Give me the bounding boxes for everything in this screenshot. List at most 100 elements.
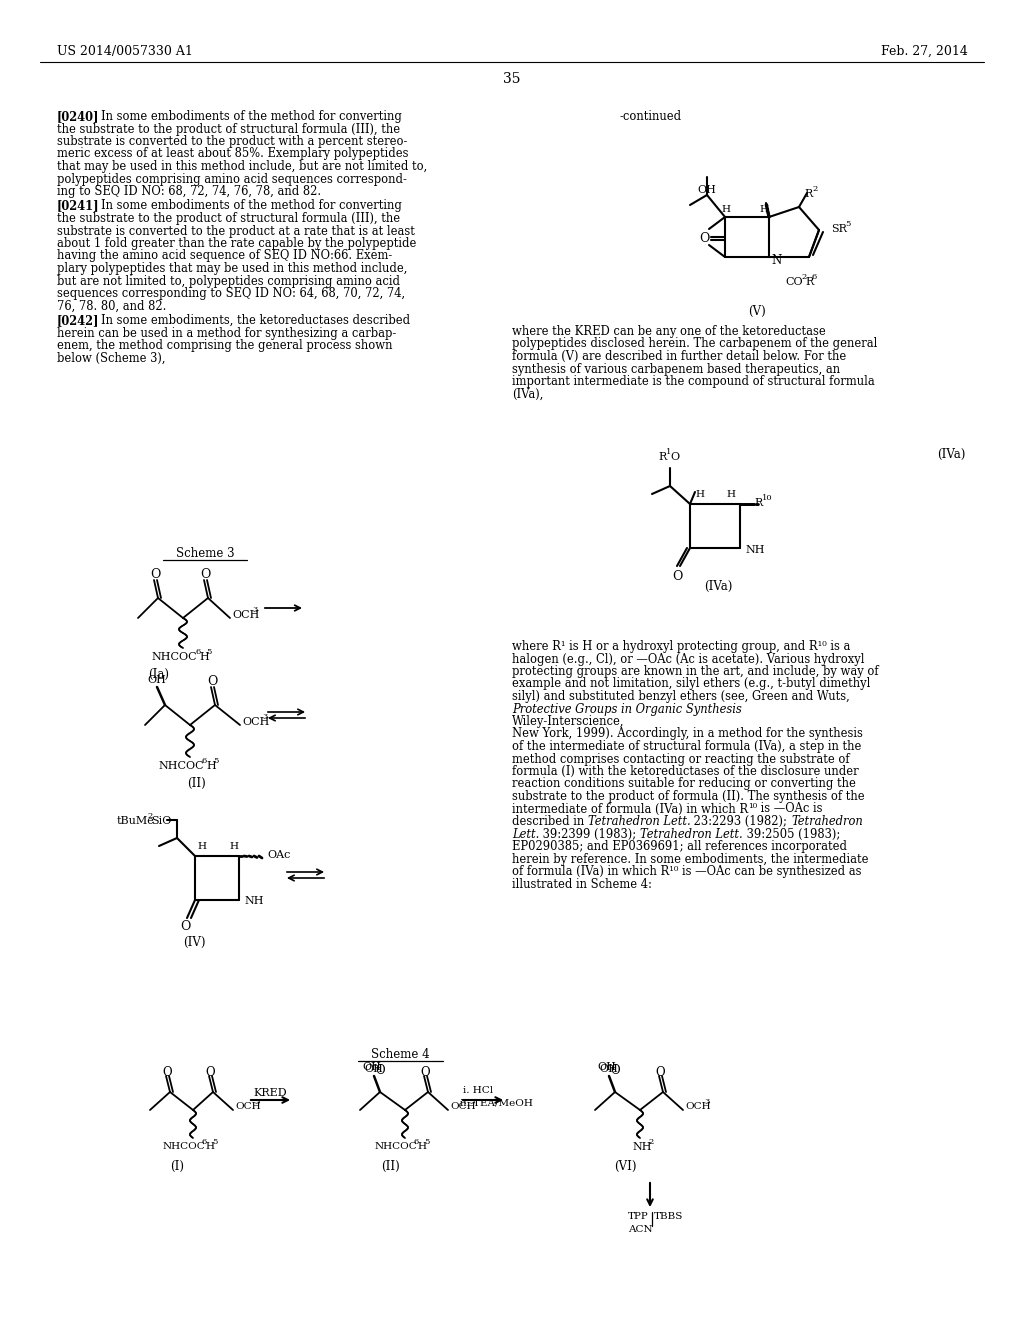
Text: described in: described in [512,814,588,828]
Text: having the amino acid sequence of SEQ ID NO:66. Exem-: having the amino acid sequence of SEQ ID… [57,249,392,263]
Text: example and not limitation, silyl ethers (e.g., t-butyl dimethyl: example and not limitation, silyl ethers… [512,677,870,690]
Text: NH: NH [745,545,765,554]
Text: NH: NH [632,1142,651,1152]
Text: New York, 1999). Accordingly, in a method for the synthesis: New York, 1999). Accordingly, in a metho… [512,727,863,741]
Text: synthesis of various carbapenem based therapeutics, an: synthesis of various carbapenem based th… [512,363,840,375]
Text: Tetrahedron Lett.: Tetrahedron Lett. [588,814,690,828]
Text: of the intermediate of structural formula (IVa), a step in the: of the intermediate of structural formul… [512,741,861,752]
Text: Tetrahedron Lett.: Tetrahedron Lett. [640,828,742,841]
Text: H: H [197,842,206,851]
Text: 76, 78. 80, and 82.: 76, 78. 80, and 82. [57,300,166,313]
Text: 3: 3 [469,1098,474,1106]
Text: formula (I) with the ketoreductases of the disclosure under: formula (I) with the ketoreductases of t… [512,766,859,777]
Text: NHCOC: NHCOC [163,1142,206,1151]
Text: 5: 5 [206,648,211,656]
Text: OCH: OCH [450,1102,475,1111]
Text: 6: 6 [195,648,201,656]
Text: 6: 6 [812,273,817,281]
Text: plary polypeptides that may be used in this method include,: plary polypeptides that may be used in t… [57,261,408,275]
Text: H: H [695,490,705,499]
Text: In some embodiments of the method for converting: In some embodiments of the method for co… [101,110,401,123]
Text: TPP: TPP [628,1212,649,1221]
Text: 5: 5 [845,220,850,228]
Text: NHCOC: NHCOC [158,762,204,771]
Text: substrate is converted to the product at a rate that is at least: substrate is converted to the product at… [57,224,415,238]
Text: 2: 2 [812,185,817,193]
Text: R: R [804,189,812,199]
Text: ii. TEA/MeOH: ii. TEA/MeOH [460,1098,532,1107]
Text: [0241]: [0241] [57,199,99,213]
Text: O: O [655,1067,665,1078]
Text: (II): (II) [381,1160,399,1173]
Text: H: H [206,762,216,771]
Text: SiO: SiO [151,816,171,826]
Text: substrate to the product of formula (II). The synthesis of the: substrate to the product of formula (II)… [512,789,864,803]
Text: Feb. 27, 2014: Feb. 27, 2014 [881,45,968,58]
Text: protecting groups are known in the art, and include, by way of: protecting groups are known in the art, … [512,665,879,678]
Text: where R¹ is H or a hydroxyl protecting group, and R¹⁰ is a: where R¹ is H or a hydroxyl protecting g… [512,640,850,653]
Text: herein can be used in a method for synthesizing a carbap-: herein can be used in a method for synth… [57,326,396,339]
Text: O: O [699,232,710,246]
Text: OH: OH [597,1063,615,1072]
Text: 6: 6 [202,756,207,766]
Text: 2: 2 [648,1138,653,1146]
Text: OAc: OAc [267,850,291,861]
Text: (Ia): (Ia) [148,668,169,681]
Text: O: O [375,1064,385,1077]
Text: (I): (I) [170,1160,184,1173]
Text: O: O [610,1064,620,1077]
Text: [0240]: [0240] [57,110,99,123]
Text: 2: 2 [147,812,153,820]
Text: 3: 3 [252,606,257,614]
Text: O: O [670,451,679,462]
Text: US 2014/0057330 A1: US 2014/0057330 A1 [57,45,193,58]
Text: O: O [207,675,217,688]
Text: 39:2505 (1983);: 39:2505 (1983); [742,828,840,841]
Text: (IVa),: (IVa), [512,388,544,400]
Text: 3: 3 [262,713,267,721]
Text: that may be used in this method include, but are not limited to,: that may be used in this method include,… [57,160,427,173]
Text: is —OAc is: is —OAc is [758,803,822,816]
Text: R: R [805,277,813,286]
Text: O: O [162,1067,172,1078]
Text: Tetrahedron: Tetrahedron [791,814,863,828]
Text: the substrate to the product of structural formula (III), the: the substrate to the product of structur… [57,123,400,136]
Text: H: H [417,1142,426,1151]
Text: (IV): (IV) [183,936,206,949]
Text: O: O [205,1067,215,1078]
Text: 35: 35 [503,73,521,86]
Text: (VI): (VI) [613,1160,636,1173]
Text: herein by reference. In some embodiments, the intermediate: herein by reference. In some embodiments… [512,853,868,866]
Text: 1: 1 [666,447,672,455]
Text: O: O [420,1067,430,1078]
Text: EP0290385; and EP0369691; all references incorporated: EP0290385; and EP0369691; all references… [512,840,847,853]
Text: R: R [754,498,762,508]
Text: method comprises contacting or reacting the substrate of: method comprises contacting or reacting … [512,752,850,766]
Text: In some embodiments, the ketoreductases described: In some embodiments, the ketoreductases … [101,314,411,327]
Text: Scheme 3: Scheme 3 [176,546,234,560]
Text: ACN: ACN [628,1225,652,1234]
Text: 10: 10 [762,494,773,502]
Text: meric excess of at least about 85%. Exemplary polypeptides: meric excess of at least about 85%. Exem… [57,148,409,161]
Text: reaction conditions suitable for reducing or converting the: reaction conditions suitable for reducin… [512,777,856,791]
Text: intermediate of formula (IVa) in which R: intermediate of formula (IVa) in which R [512,803,749,816]
Text: (V): (V) [749,305,766,318]
Text: OCH: OCH [232,610,259,620]
Text: important intermediate is the compound of structural formula: important intermediate is the compound o… [512,375,874,388]
Text: about 1 fold greater than the rate capable by the polypeptide: about 1 fold greater than the rate capab… [57,238,417,249]
Text: H: H [726,490,735,499]
Text: but are not limited to, polypeptides comprising amino acid: but are not limited to, polypeptides com… [57,275,400,288]
Text: 5: 5 [213,756,218,766]
Text: formula (V) are described in further detail below. For the: formula (V) are described in further det… [512,350,846,363]
Text: In some embodiments of the method for converting: In some embodiments of the method for co… [101,199,401,213]
Text: OH: OH [362,1063,381,1072]
Text: OH: OH [147,675,166,685]
Text: illustrated in Scheme 4:: illustrated in Scheme 4: [512,878,652,891]
Text: Scheme 4: Scheme 4 [371,1048,429,1061]
Text: TBBS: TBBS [654,1212,683,1221]
Text: the substrate to the product of structural formula (III), the: the substrate to the product of structur… [57,213,400,224]
Text: 6: 6 [413,1138,418,1146]
Text: NHCOC: NHCOC [151,652,197,663]
Text: 5: 5 [212,1138,217,1146]
Text: 39:2399 (1983);: 39:2399 (1983); [540,828,640,841]
